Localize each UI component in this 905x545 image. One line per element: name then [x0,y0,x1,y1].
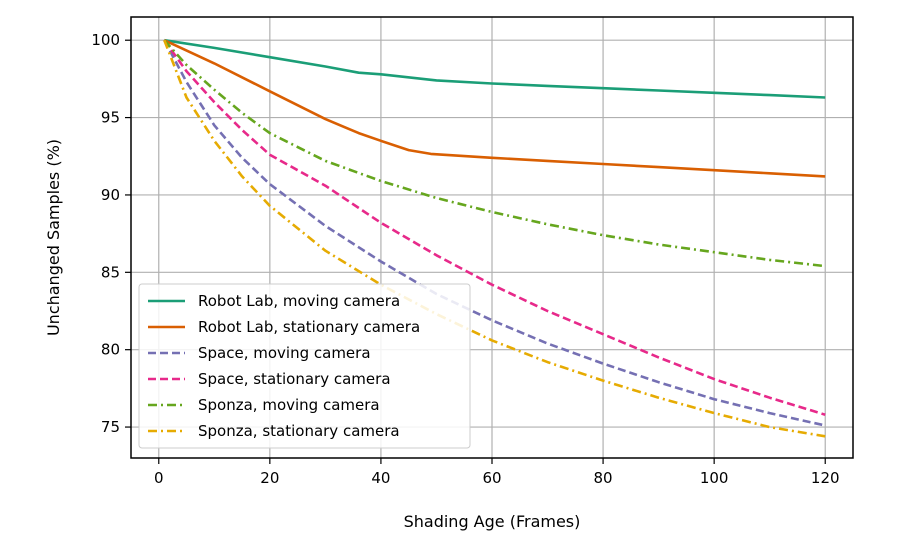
y-axis-ticks: 75 80 85 90 95 100 [91,31,131,436]
x-axis-ticks: 0 20 40 60 80 100 120 [154,458,840,487]
x-tick-label: 100 [700,469,729,487]
x-tick-label: 60 [482,469,501,487]
y-tick-label: 90 [101,186,120,204]
legend-label: Robot Lab, stationary camera [198,318,420,336]
series-line-5 [163,39,826,438]
y-axis-label: Unchanged Samples (%) [44,139,63,336]
y-tick-label: 100 [91,31,120,49]
series-line-1 [163,39,826,178]
legend-label: Space, stationary camera [198,370,391,388]
series-line-4 [163,39,826,268]
y-tick-label: 95 [101,109,120,127]
x-tick-label: 20 [260,469,279,487]
series-line-0 [164,38,826,99]
x-tick-label: 80 [594,469,613,487]
x-tick-label: 0 [154,469,164,487]
legend-label: Space, moving camera [198,344,371,362]
legend-box [138,283,471,449]
x-axis-label: Shading Age (Frames) [404,512,581,531]
y-tick-label: 75 [101,418,120,436]
legend: Robot Lab, moving camera Robot Lab, stati… [138,283,471,449]
x-tick-label: 120 [811,469,840,487]
grid [131,17,853,458]
legend-label: Sponza, moving camera [198,396,380,414]
y-tick-label: 85 [101,263,120,281]
plot-frame [130,16,854,459]
legend-label: Robot Lab, moving camera [198,292,400,310]
series-line-3 [163,39,826,416]
y-tick-label: 80 [101,341,120,359]
legend-label: Sponza, stationary camera [198,422,400,440]
x-tick-label: 40 [371,469,390,487]
